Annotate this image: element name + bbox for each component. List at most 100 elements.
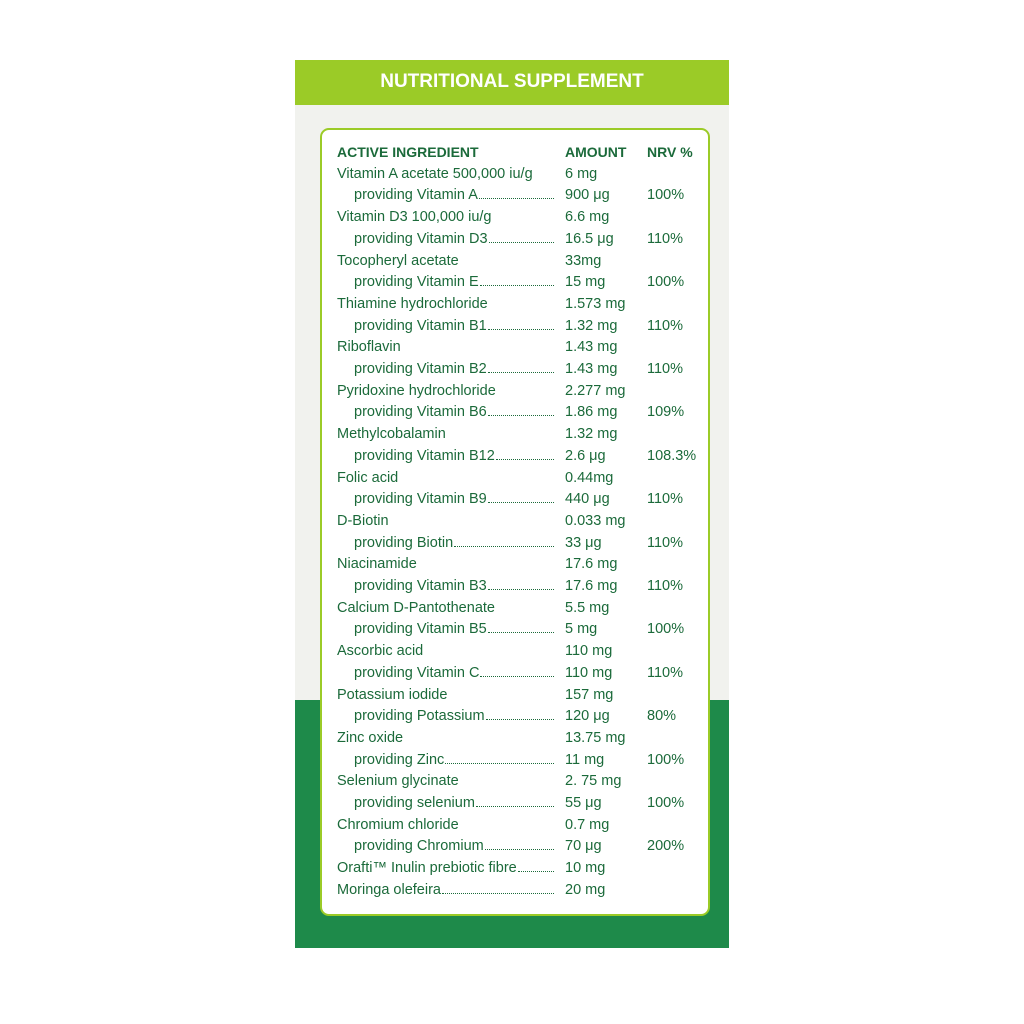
provided-nutrient: providing Potassium bbox=[354, 708, 485, 725]
provided-nutrient: providing selenium bbox=[354, 795, 475, 811]
nrv: 110% bbox=[647, 534, 684, 551]
ingredient-name: Vitamin D3 100,000 iu/g bbox=[337, 209, 492, 226]
leader-row: Moringa olefeira bbox=[337, 880, 556, 900]
leader-dots bbox=[445, 762, 554, 764]
leader-row: providing Vitamin E bbox=[354, 272, 556, 292]
amount: 440 μg bbox=[565, 491, 610, 508]
amount: 120 μg bbox=[565, 708, 610, 725]
leader-dots bbox=[487, 328, 554, 330]
amount: 6 mg bbox=[565, 165, 598, 182]
ingredient-name: Methylcobalamin bbox=[337, 426, 446, 443]
leader-dots bbox=[485, 719, 554, 721]
provided-nutrient: providing Vitamin B1 bbox=[354, 317, 487, 334]
leader-row: providing Vitamin D3 bbox=[354, 229, 556, 249]
leader-dots bbox=[478, 198, 554, 200]
ingredient-name: Ascorbic acid bbox=[337, 643, 424, 660]
leader-dots bbox=[441, 892, 554, 894]
amount: 33mg bbox=[565, 252, 602, 269]
leader-dots bbox=[517, 871, 554, 873]
ingredient-name: Pyridoxine hydrochloride bbox=[337, 382, 496, 399]
amount: 1.573 mg bbox=[565, 295, 626, 312]
leader-dots bbox=[487, 589, 554, 590]
ingredient-name: D-Biotin bbox=[337, 512, 389, 529]
provided-nutrient: providing Zinc bbox=[354, 751, 445, 768]
leader-row: providing Vitamin B5 bbox=[354, 619, 556, 639]
ingredient-name: Chromium chloride bbox=[337, 816, 459, 833]
ingredient-name: Tocopheryl acetate bbox=[337, 252, 459, 269]
amount: 1.43 mg bbox=[565, 361, 618, 377]
leader-dots bbox=[487, 415, 554, 417]
amount: 0.7 mg bbox=[565, 816, 610, 833]
ingredient-name: Riboflavin bbox=[337, 339, 401, 356]
nrv: 100% bbox=[647, 274, 685, 291]
leader-row: providing Vitamin C bbox=[354, 663, 556, 683]
nrv: 110% bbox=[647, 578, 684, 594]
amount: 11 mg bbox=[565, 751, 605, 768]
amount: 6.6 mg bbox=[565, 209, 610, 226]
ingredient-name: Selenium glycinate bbox=[337, 773, 459, 790]
ingredient-name: Vitamin A acetate 500,000 iu/g bbox=[337, 165, 533, 182]
amount: 110 mg bbox=[565, 664, 613, 681]
leader-dots bbox=[495, 458, 554, 460]
provided-nutrient: providing Vitamin B6 bbox=[354, 404, 487, 421]
leader-row: providing Vitamin B1 bbox=[354, 316, 556, 336]
ingredient-name: Zinc oxide bbox=[337, 729, 404, 746]
nrv: 200% bbox=[647, 838, 685, 855]
amount: 16.5 μg bbox=[565, 230, 614, 247]
amount: 5.5 mg bbox=[565, 599, 610, 616]
provided-nutrient: providing Vitamin E bbox=[354, 274, 479, 291]
amount: 10 mg bbox=[565, 860, 606, 877]
provided-nutrient: providing Vitamin D3 bbox=[354, 230, 488, 247]
amount: 0.44mg bbox=[565, 469, 614, 486]
leader-dots bbox=[487, 632, 554, 634]
leader-dots bbox=[479, 285, 554, 287]
provided-nutrient: providing Vitamin B12 bbox=[354, 447, 495, 464]
amount: 2.6 μg bbox=[565, 447, 606, 464]
leader-dots bbox=[454, 545, 554, 547]
nrv: 110% bbox=[647, 317, 684, 334]
nrv: 80% bbox=[647, 708, 677, 725]
nrv: 109% bbox=[647, 404, 685, 421]
ingredient-name: Niacinamide bbox=[337, 556, 417, 573]
leader-row: providing selenium bbox=[354, 793, 556, 813]
column-header: ACTIVE INGREDIENT bbox=[337, 144, 479, 160]
leader-row: providing Vitamin B2 bbox=[354, 359, 556, 379]
amount: 900 μg bbox=[565, 187, 610, 204]
leader-dots bbox=[487, 372, 554, 373]
amount: 0.033 mg bbox=[565, 512, 626, 529]
amount: 157 mg bbox=[565, 686, 614, 703]
provided-nutrient: providing Vitamin B2 bbox=[354, 361, 487, 377]
leader-row: providing Vitamin B6 bbox=[354, 402, 556, 422]
nrv: 110% bbox=[647, 664, 684, 681]
leader-row: providing Chromium bbox=[354, 836, 556, 856]
ingredient-name: Thiamine hydrochloride bbox=[337, 295, 488, 312]
leader-row: providing Vitamin A bbox=[354, 185, 556, 205]
amount: 1.86 mg bbox=[565, 404, 618, 421]
amount: 2.277 mg bbox=[565, 382, 626, 399]
nrv: 100% bbox=[647, 795, 685, 811]
provided-nutrient: providing Vitamin B5 bbox=[354, 621, 487, 638]
amount: 1.32 mg bbox=[565, 317, 618, 334]
nrv: 100% bbox=[647, 187, 685, 204]
leader-dots bbox=[480, 675, 554, 677]
table-panel bbox=[320, 128, 710, 916]
amount: 55 μg bbox=[565, 795, 602, 811]
amount: 1.43 mg bbox=[565, 339, 618, 356]
header-band bbox=[295, 60, 729, 105]
nrv: 108.3% bbox=[647, 447, 697, 464]
provided-nutrient: providing Vitamin C bbox=[354, 664, 480, 681]
amount: 33 μg bbox=[565, 534, 602, 551]
amount: 110 mg bbox=[565, 643, 613, 660]
column-header: AMOUNT bbox=[565, 144, 627, 160]
amount: 2. 75 mg bbox=[565, 773, 622, 790]
leader-row: providing Vitamin B9 bbox=[354, 489, 556, 509]
amount: 13.75 mg bbox=[565, 729, 626, 746]
ingredient-name: Calcium D-Pantothenate bbox=[337, 599, 495, 616]
nrv: 100% bbox=[647, 751, 685, 768]
leader-dots bbox=[484, 849, 554, 851]
leader-dots bbox=[487, 502, 554, 504]
amount: 17.6 mg bbox=[565, 578, 618, 594]
provided-nutrient: providing Biotin bbox=[354, 534, 454, 551]
provided-nutrient: providing Vitamin B3 bbox=[354, 578, 487, 594]
